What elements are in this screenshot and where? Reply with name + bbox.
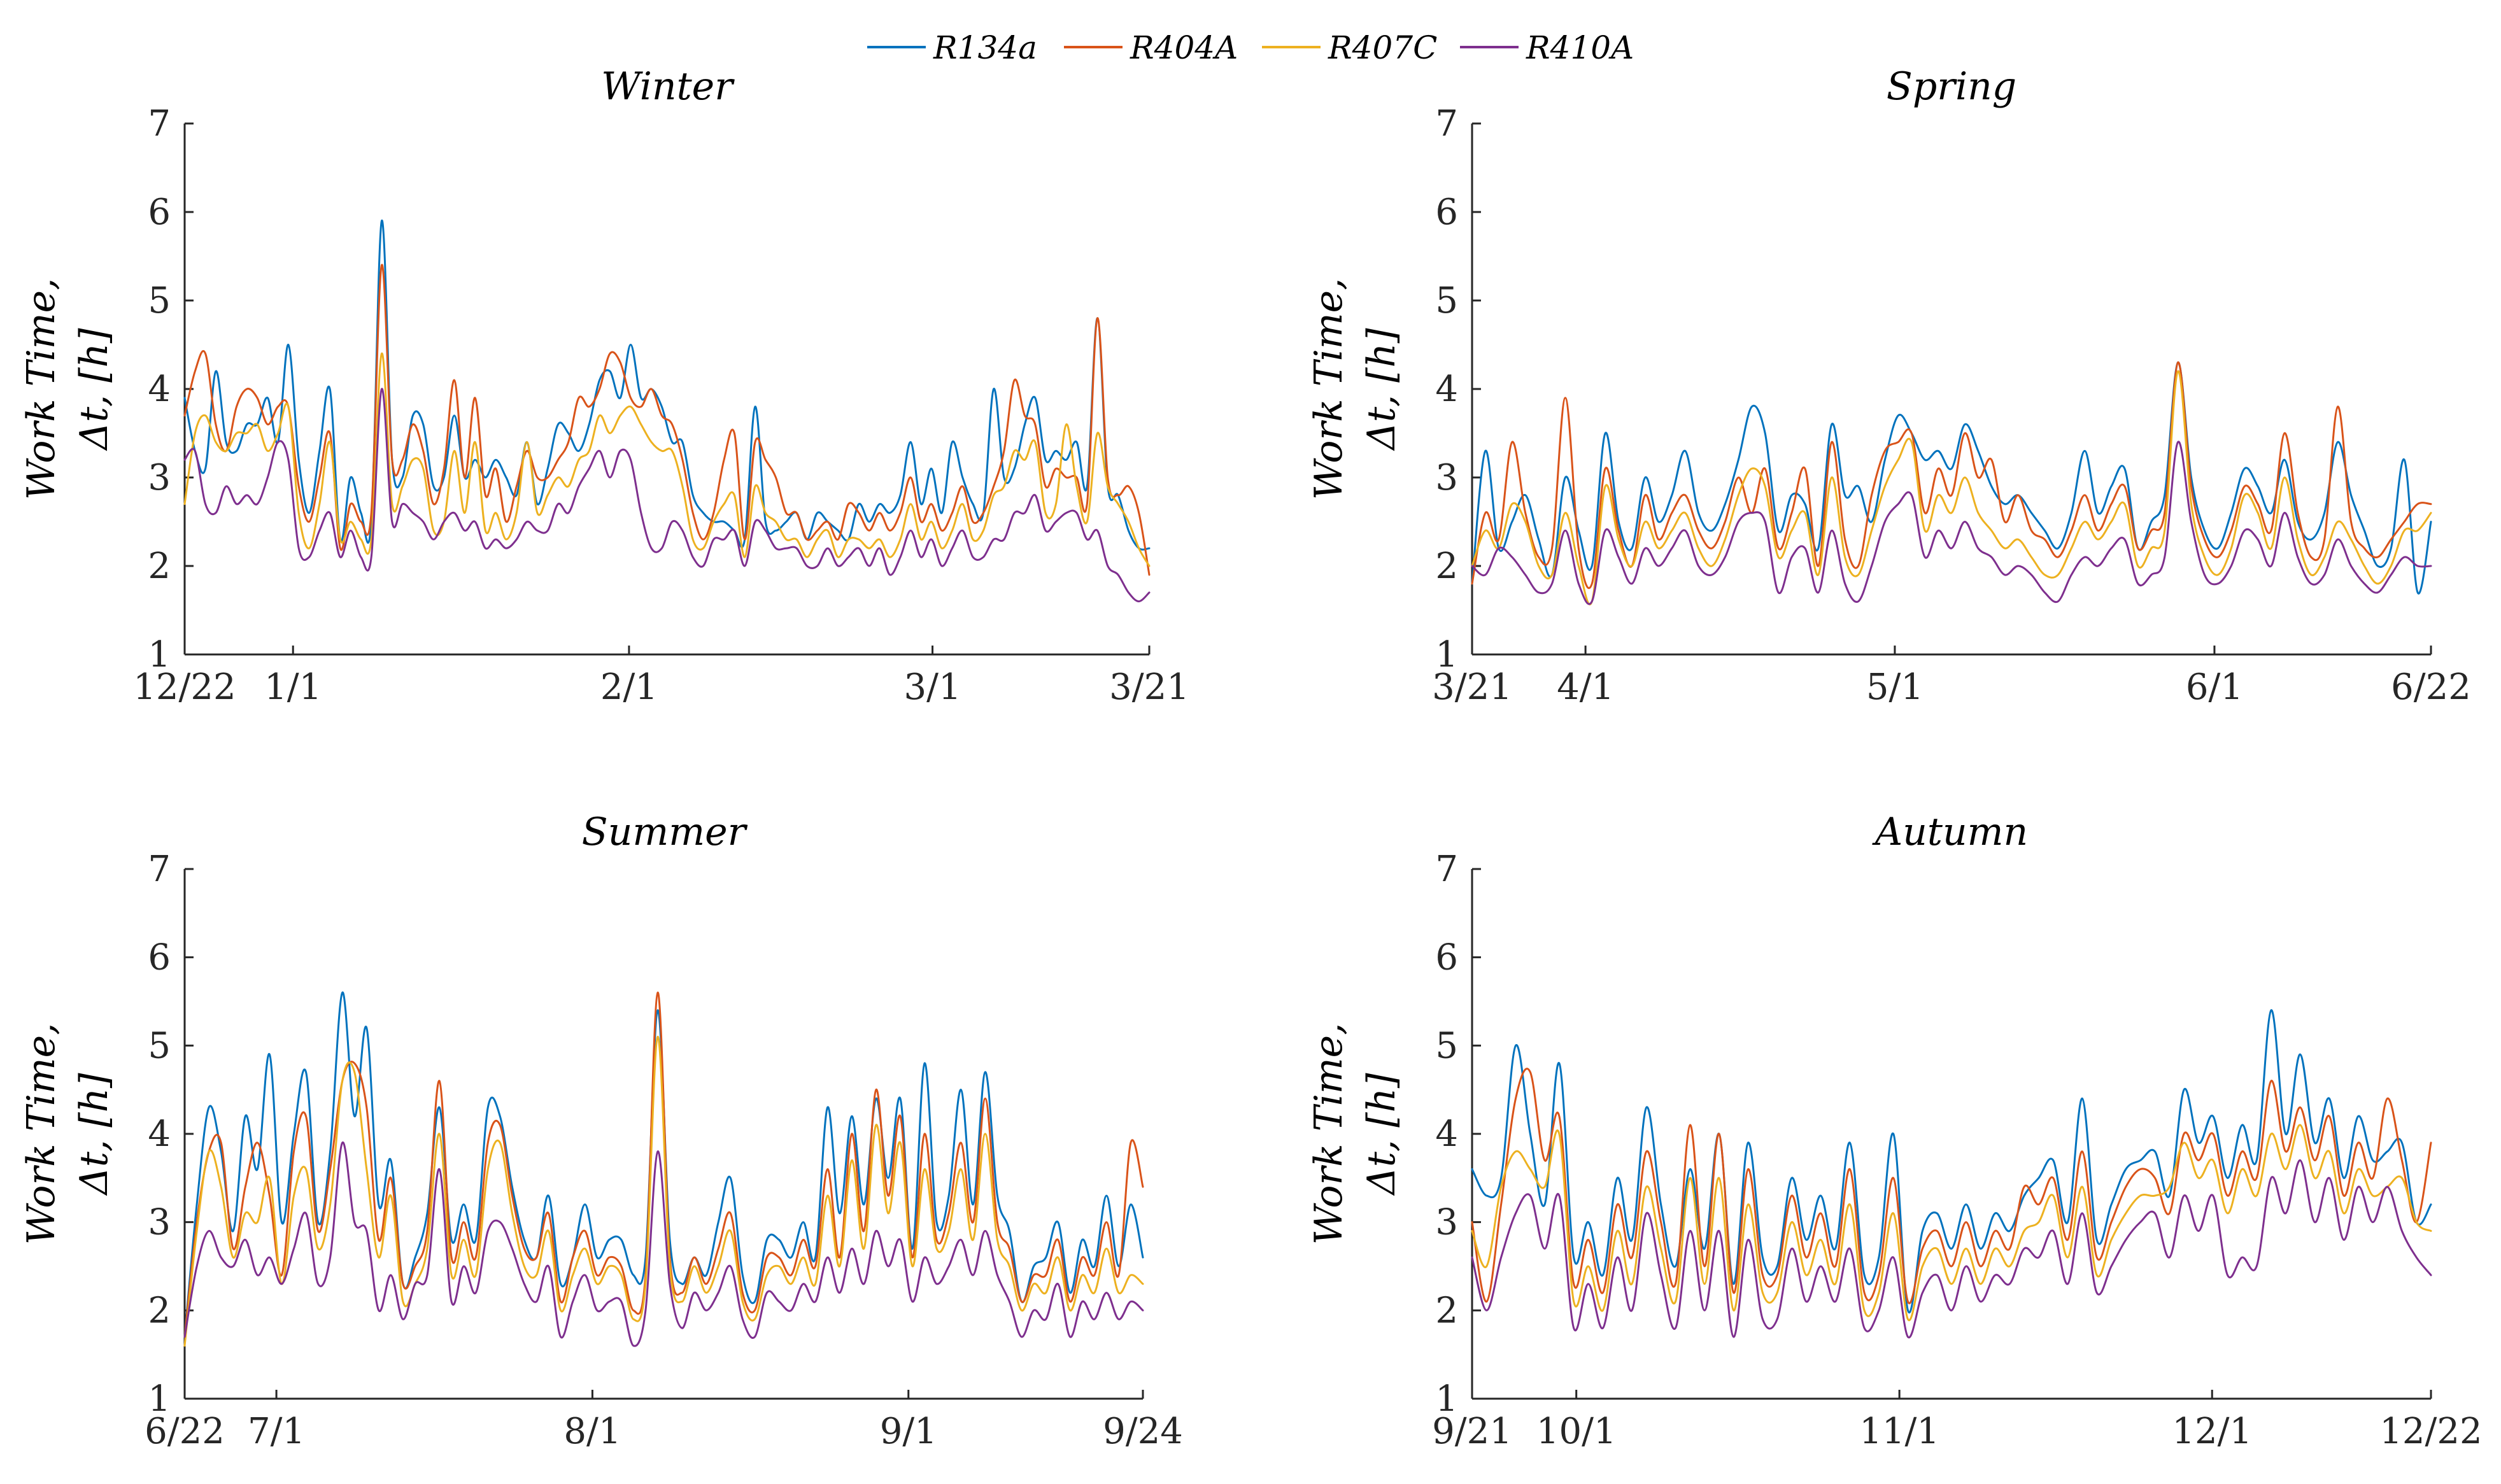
y-tick-label: 6: [148, 192, 171, 233]
x-tick-label: 2/1: [600, 667, 658, 708]
x-tick-label: 11/1: [1859, 1411, 1939, 1452]
y-axis-label-line2-spring: Δt, [h]: [1359, 328, 1404, 451]
x-tick-label: 3/1: [903, 667, 961, 708]
series-line-r407c-spring: [1471, 370, 2432, 605]
series-line-r407c-winter: [183, 352, 1151, 567]
y-tick-label: 3: [148, 457, 171, 498]
panel-winter: Winter Work Time, Δt, [h] 1 2 3 4 5 6 7 12/22 1/1 2/…: [19, 64, 1189, 708]
x-tick-label: 9/21: [1432, 1411, 1512, 1452]
y-axis-label-line1-autumn: Work Time,: [1307, 1023, 1351, 1245]
y-tick-label: 2: [1435, 1290, 1458, 1331]
x-tick-label: 3/21: [1109, 667, 1189, 708]
y-tick-label: 2: [148, 546, 171, 587]
series-line-r404a-winter: [183, 264, 1151, 576]
x-tick-label: 6/22: [2391, 667, 2471, 708]
series-line-r407c-autumn: [1471, 1124, 2432, 1322]
legend-label-r404a: R404A: [1130, 29, 1238, 66]
x-tick-label: 4/1: [1557, 667, 1614, 708]
y-tick-label: 4: [1435, 369, 1458, 410]
y-tick-label: 2: [148, 1290, 171, 1331]
series-line-r134a-summer: [183, 991, 1144, 1338]
x-tick-label: 8/1: [563, 1411, 621, 1452]
series-line-r134a-spring: [1471, 361, 2432, 595]
y-tick-label: 5: [148, 1025, 171, 1066]
x-tick-label: 9/1: [880, 1411, 937, 1452]
panel-title-winter: Winter: [601, 64, 735, 109]
y-tick-label: 7: [148, 849, 171, 890]
x-tick-label: 12/1: [2172, 1411, 2252, 1452]
series-line-r410a-winter: [183, 388, 1151, 603]
series-line-r410a-summer: [183, 1141, 1144, 1347]
y-tick-label: 5: [148, 280, 171, 322]
legend-label-r134a: R134a: [933, 29, 1037, 66]
y-axis-label-line1-summer: Work Time,: [19, 1023, 64, 1245]
y-axis-label-line1-winter: Work Time,: [19, 278, 64, 500]
y-tick-label: 5: [1435, 1025, 1458, 1066]
y-axis-label-line2-autumn: Δt, [h]: [1359, 1073, 1404, 1196]
y-axis-label-line2-summer: Δt, [h]: [72, 1073, 117, 1196]
y-tick-label: 7: [1435, 849, 1458, 890]
y-axis-label-line2-winter: Δt, [h]: [72, 328, 117, 451]
y-tick-label: 4: [148, 1113, 171, 1155]
y-axis-label-line1-spring: Work Time,: [1307, 278, 1351, 500]
panel-autumn: Autumn Work Time, Δt, [h] 1 2 3 4 5 6 7 9/21 10/1 11…: [1307, 810, 2483, 1452]
y-tick-label: 1: [1435, 634, 1458, 675]
y-tick-label: 5: [1435, 280, 1458, 322]
x-tick-label: 3/21: [1432, 667, 1512, 708]
y-tick-label: 4: [1435, 1113, 1458, 1155]
y-tick-label: 7: [148, 103, 171, 145]
x-tick-label: 12/22: [2379, 1411, 2482, 1452]
y-tick-label: 3: [1435, 457, 1458, 498]
series-line-r404a-autumn: [1471, 1068, 2432, 1304]
y-tick-label: 1: [148, 1378, 171, 1420]
x-tick-label: 10/1: [1536, 1411, 1617, 1452]
series-line-r407c-summer: [183, 1035, 1144, 1347]
series-line-r410a-spring: [1471, 441, 2432, 605]
panel-spring: Spring Work Time, Δt, [h] 1 2 3 4 5 6 7 3/21 4/1 5/1…: [1307, 64, 2471, 708]
y-tick-label: 4: [148, 369, 171, 410]
series-line-r134a-winter: [183, 220, 1151, 551]
y-tick-label: 1: [1435, 1378, 1458, 1420]
y-tick-label: 3: [1435, 1202, 1458, 1243]
series-line-r404a-spring: [1471, 361, 2432, 590]
legend-label-r410a: R410A: [1526, 29, 1634, 66]
panel-summer: Summer Work Time, Δt, [h] 1 2 3 4 5 6 7 6/22 7/1 8/1…: [19, 810, 1183, 1452]
x-tick-label: 12/22: [133, 667, 236, 708]
y-tick-label: 6: [1435, 192, 1458, 233]
y-tick-label: 7: [1435, 103, 1458, 145]
y-tick-label: 6: [1435, 937, 1458, 979]
legend: R134a R404A R407C R410A: [867, 29, 1634, 66]
x-tick-label: 6/1: [2186, 667, 2243, 708]
x-tick-label: 7/1: [248, 1411, 305, 1452]
y-tick-label: 2: [1435, 546, 1458, 587]
legend-label-r407c: R407C: [1328, 29, 1437, 66]
panel-title-summer: Summer: [582, 810, 748, 854]
y-tick-label: 3: [148, 1202, 171, 1243]
x-tick-label: 9/24: [1103, 1411, 1183, 1452]
x-tick-label: 5/1: [1866, 667, 1924, 708]
series-line-r410a-autumn: [1471, 1159, 2432, 1339]
x-tick-label: 1/1: [264, 667, 322, 708]
x-tick-label: 6/22: [145, 1411, 225, 1452]
y-tick-label: 1: [148, 634, 171, 675]
y-tick-label: 6: [148, 937, 171, 979]
panel-title-spring: Spring: [1887, 64, 2016, 109]
panel-title-autumn: Autumn: [1872, 810, 2028, 854]
series-line-r134a-autumn: [1471, 1009, 2432, 1314]
